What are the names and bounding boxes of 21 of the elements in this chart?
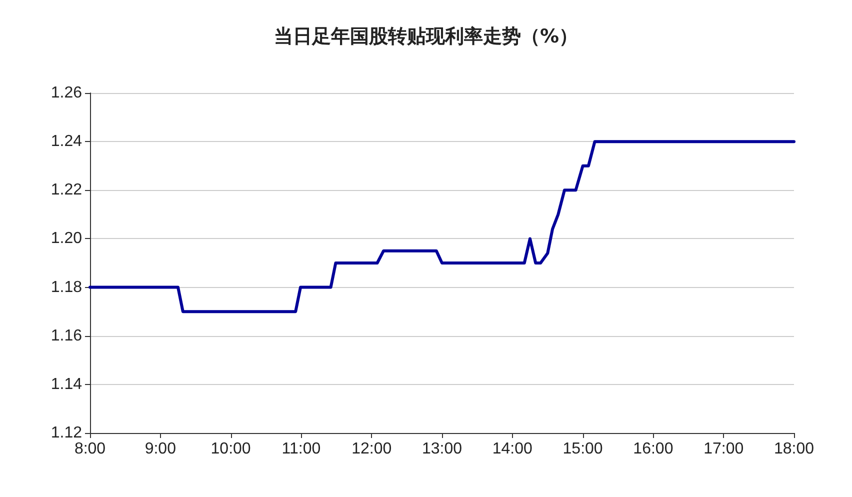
line-series — [88, 140, 796, 314]
x-tick-label: 15:00 — [562, 440, 603, 458]
x-tick-label: 8:00 — [74, 440, 106, 458]
y-tick-label: 1.14 — [50, 376, 82, 393]
x-tick-label: 12:00 — [352, 440, 392, 458]
x-tick-label: 14:00 — [492, 440, 533, 458]
y-tick-label: 1.18 — [50, 278, 82, 296]
x-tick-label: 16:00 — [633, 440, 674, 458]
y-tick-label: 1.16 — [50, 327, 82, 344]
y-tick-label: 1.26 — [50, 84, 82, 102]
x-tick-label: 11:00 — [282, 440, 321, 458]
y-tick-label: 1.24 — [50, 133, 82, 150]
chart-title: 当日足年国股转贴现利率走势（%） — [274, 26, 578, 48]
x-tick-label: 17:00 — [704, 440, 744, 458]
x-tick-label: 13:00 — [422, 440, 462, 458]
y-tick-label: 1.12 — [50, 424, 82, 442]
x-tick-label: 18:00 — [774, 440, 814, 458]
y-tick-label: 1.20 — [50, 230, 82, 248]
y-tick-label: 1.22 — [50, 182, 82, 199]
x-tick-label: 9:00 — [144, 440, 176, 458]
x-tick-label: 10:00 — [210, 440, 251, 458]
